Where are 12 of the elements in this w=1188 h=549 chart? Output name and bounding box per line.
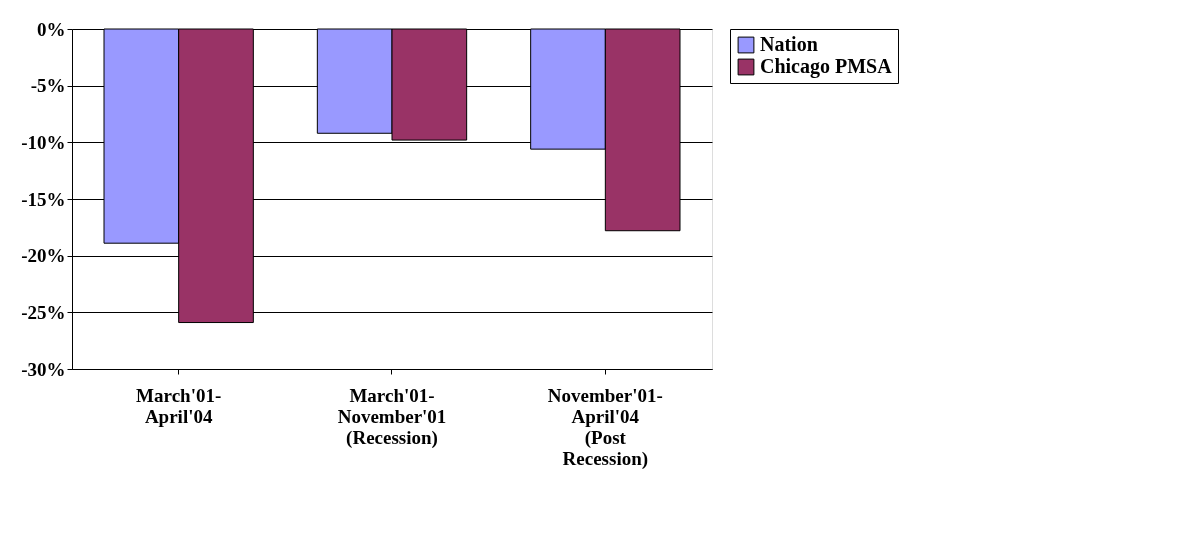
y-tick-label: -10% [21,131,66,153]
x-tick-label: March'01-November'01 (Recession) [337,384,447,449]
y-tick-label: -25% [21,301,66,323]
y-tick-label: -30% [21,358,66,380]
x-tick-label: March'01-April'04 [136,384,222,427]
legend-label: Nation [760,33,818,55]
y-tick-label: 0% [37,18,66,40]
y-tick-label: -20% [21,245,66,267]
x-tick-label: November'01-April'04 (Post Recession) [547,384,663,470]
legend-label: Chicago PMSA [760,55,893,78]
y-tick-label: -15% [21,188,66,210]
y-tick-label: -5% [30,75,66,97]
